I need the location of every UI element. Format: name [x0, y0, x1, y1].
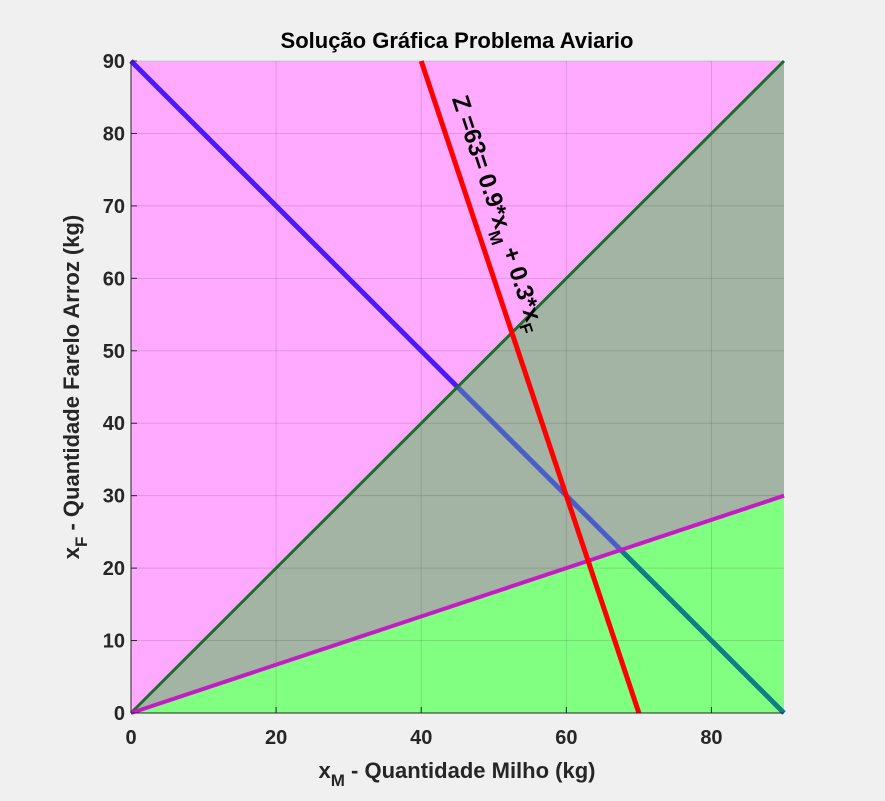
constraint-lines — [129, 59, 786, 715]
y-axis-label-text: - Quantidade Farelo Arroz (kg) — [59, 215, 84, 537]
y-tick-label: 20 — [103, 558, 125, 580]
x-tick-label: 20 — [265, 727, 287, 749]
x-axis-title: xM - Quantidade Milho (kg) — [319, 758, 596, 790]
y-axis-ticks: 0 10 20 30 40 50 60 70 80 90 — [103, 51, 137, 725]
series-line — [455, 385, 623, 552]
y-tick-label: 60 — [103, 268, 125, 290]
chart-title: Solução Gráfica Problema Aviario — [281, 28, 634, 53]
y-axis-title: xF - Quantidade Farelo Arroz (kg) — [59, 215, 91, 560]
series-line — [418, 60, 642, 714]
x-tick-label: 80 — [700, 727, 722, 749]
y-tick-label: 90 — [103, 51, 125, 73]
y-tick-label: 50 — [103, 341, 125, 363]
x-tick-label: 40 — [410, 727, 432, 749]
x-axis-label-text: - Quantidade Milho (kg) — [345, 758, 596, 783]
y-tick-label: 70 — [103, 196, 125, 218]
series-line — [129, 59, 786, 715]
x-axis-var: x — [319, 758, 332, 783]
x-axis-ticks: 0 20 40 60 80 — [125, 707, 723, 749]
x-tick-label: 60 — [555, 727, 577, 749]
y-tick-label: 0 — [114, 703, 125, 725]
x-tick-label: 0 — [125, 727, 136, 749]
grid-lines — [130, 60, 784, 714]
y-tick-label: 40 — [103, 413, 125, 435]
x-axis-sub: M — [331, 771, 345, 790]
y-axis-var: x — [59, 546, 84, 559]
annotation-sub-1: M — [484, 228, 507, 247]
y-tick-label: 80 — [103, 123, 125, 145]
y-tick-label: 10 — [103, 631, 125, 653]
y-tick-label: 30 — [103, 486, 125, 508]
series-line — [129, 59, 460, 389]
y-axis-sub: F — [72, 537, 91, 547]
plot-frame — [130, 61, 784, 714]
series-line — [619, 548, 786, 715]
series-line — [130, 493, 785, 715]
